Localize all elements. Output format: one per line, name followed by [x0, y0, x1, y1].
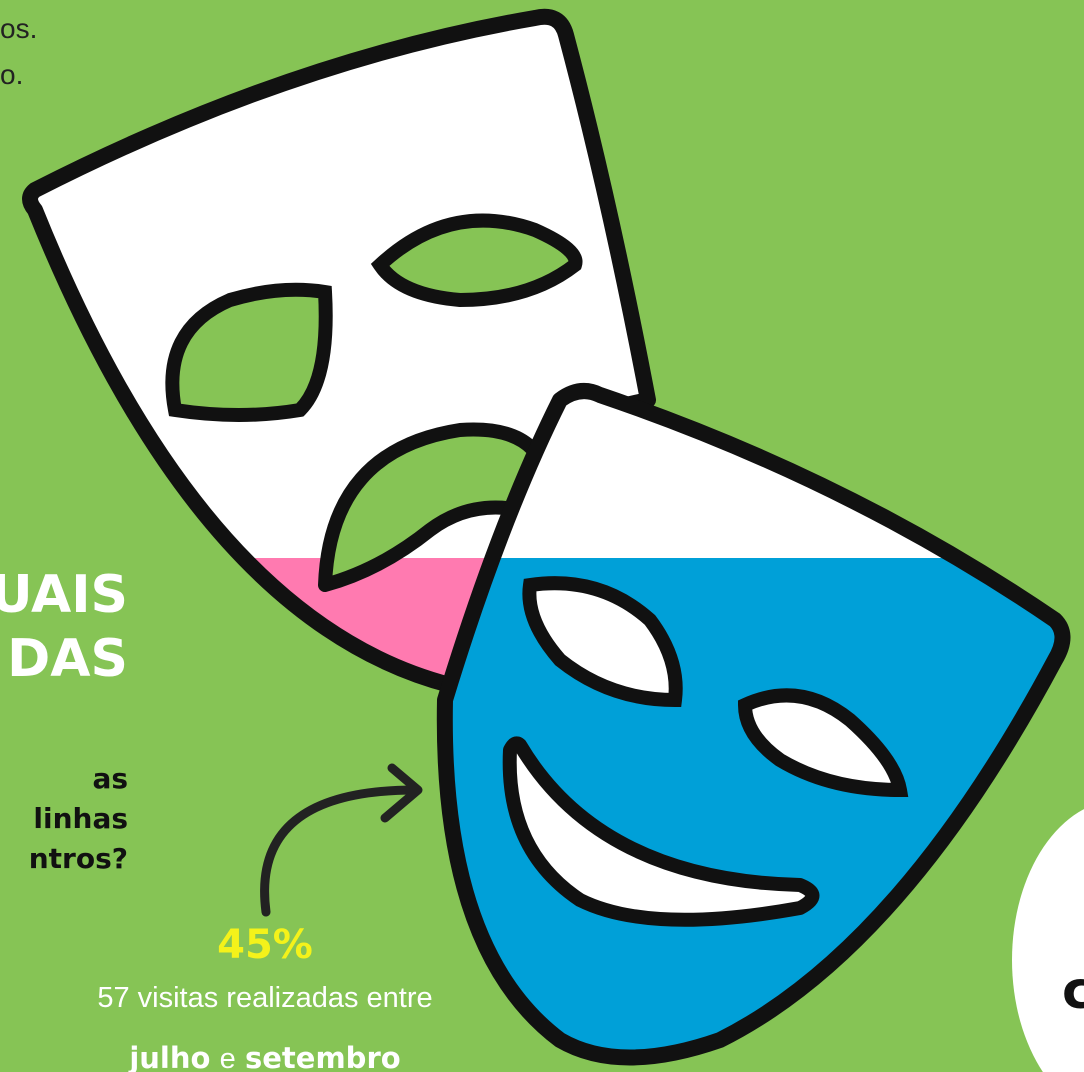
intro-line: o. — [0, 59, 23, 90]
question-line: linhas — [33, 802, 128, 835]
month: julho — [128, 1041, 210, 1072]
heading-line: DAS — [7, 629, 128, 689]
stat-value: 45% — [217, 922, 313, 968]
stat-caption: 57 visitas realizadas entre — [97, 982, 432, 1014]
heading-line: UAIS — [0, 565, 128, 625]
joiner: e — [220, 1043, 236, 1072]
intro-line: os. — [0, 13, 37, 44]
stat-months: julho e setembro — [128, 1041, 400, 1072]
page: os. o. UAIS DAS as linhas ntros? 45% 57 … — [0, 0, 1084, 1072]
month: setembro — [245, 1041, 401, 1072]
badge-letter: c — [1062, 961, 1084, 1021]
question-line: ntros? — [29, 842, 128, 875]
infographic: os. o. UAIS DAS as linhas ntros? 45% 57 … — [0, 0, 1084, 1072]
question-line: as — [92, 762, 128, 795]
